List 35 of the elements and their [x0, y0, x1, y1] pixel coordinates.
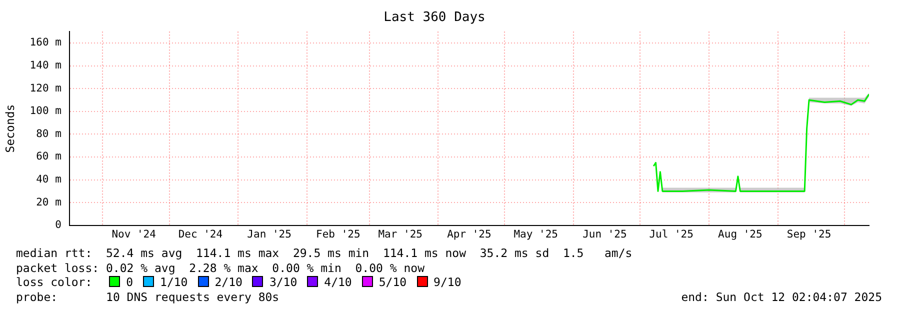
y-tick-label: 40 m — [36, 174, 62, 186]
y-tick-label: 140 m — [30, 60, 62, 72]
x-tick-label: Aug '25 — [718, 228, 762, 240]
x-tick-label: Apr '25 — [447, 228, 492, 240]
x-tick-label: Jun '25 — [582, 228, 627, 240]
text: probe: — [16, 290, 59, 304]
x-tick-label: Sep '25 — [786, 228, 832, 240]
text: 2/10 — [214, 275, 242, 289]
y-tick-label: 80 m — [36, 128, 62, 140]
y-tick-label: 100 m — [30, 105, 62, 118]
text: 0 — [126, 275, 134, 289]
y-tick-label: 0 — [55, 219, 62, 232]
text: 4/10 — [324, 275, 352, 289]
text: loss color: — [16, 275, 94, 289]
text: median rtt: 52.4 ms avg 114.1 ms max 29.5 ms min 114.1 ms now 35.2 ms sd 1.5 am/s — [16, 246, 632, 260]
x-tick-label: Jul '25 — [649, 228, 694, 240]
x-tick-label: Mar '25 — [378, 228, 422, 240]
x-tick-label: Feb '25 — [316, 228, 360, 240]
text: 5/10 — [378, 275, 407, 289]
text: 1/10 — [160, 275, 188, 289]
x-tick-label: May '25 — [514, 228, 558, 240]
y-tick-label: 60 m — [36, 150, 62, 163]
y-axis-title: Seconds — [2, 104, 17, 153]
y-tick-label: 120 m — [30, 82, 62, 94]
x-tick-label: Jan '25 — [247, 228, 292, 240]
y-tick-label: 160 m — [30, 36, 62, 49]
x-tick-label: Nov '24 — [112, 228, 156, 240]
text: 3/10 — [269, 275, 298, 289]
text: end: Sun Oct 12 02:04:07 2025 — [681, 290, 882, 304]
text: 9/10 — [434, 275, 462, 289]
y-tick-label: 20 m — [36, 196, 62, 208]
text: 10 DNS requests every 80s — [106, 290, 280, 304]
x-tick-label: Dec '24 — [178, 228, 223, 240]
chart-title: Last 360 Days — [384, 10, 486, 26]
text: packet loss: 0.02 % avg 2.28 % max 0.00 % min 0.00 % now — [16, 260, 424, 274]
